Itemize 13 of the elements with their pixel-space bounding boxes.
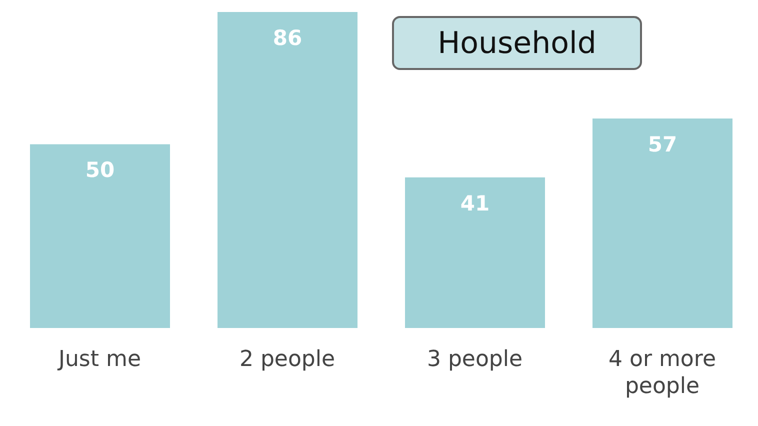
x-tick-label: Just me (56, 347, 141, 372)
x-tick-label: 3 people (426, 347, 523, 372)
data-label: 41 (460, 191, 490, 216)
x-tick-label: 4 or more people (608, 347, 716, 399)
bar (592, 118, 732, 328)
bar (30, 144, 170, 328)
data-label: 57 (648, 132, 678, 156)
data-label: 50 (85, 158, 115, 182)
bar (405, 177, 545, 328)
data-label: 86 (272, 26, 302, 50)
text: Household (392, 16, 642, 70)
x-tick-label: 2 people (239, 347, 336, 372)
bar (218, 12, 358, 328)
